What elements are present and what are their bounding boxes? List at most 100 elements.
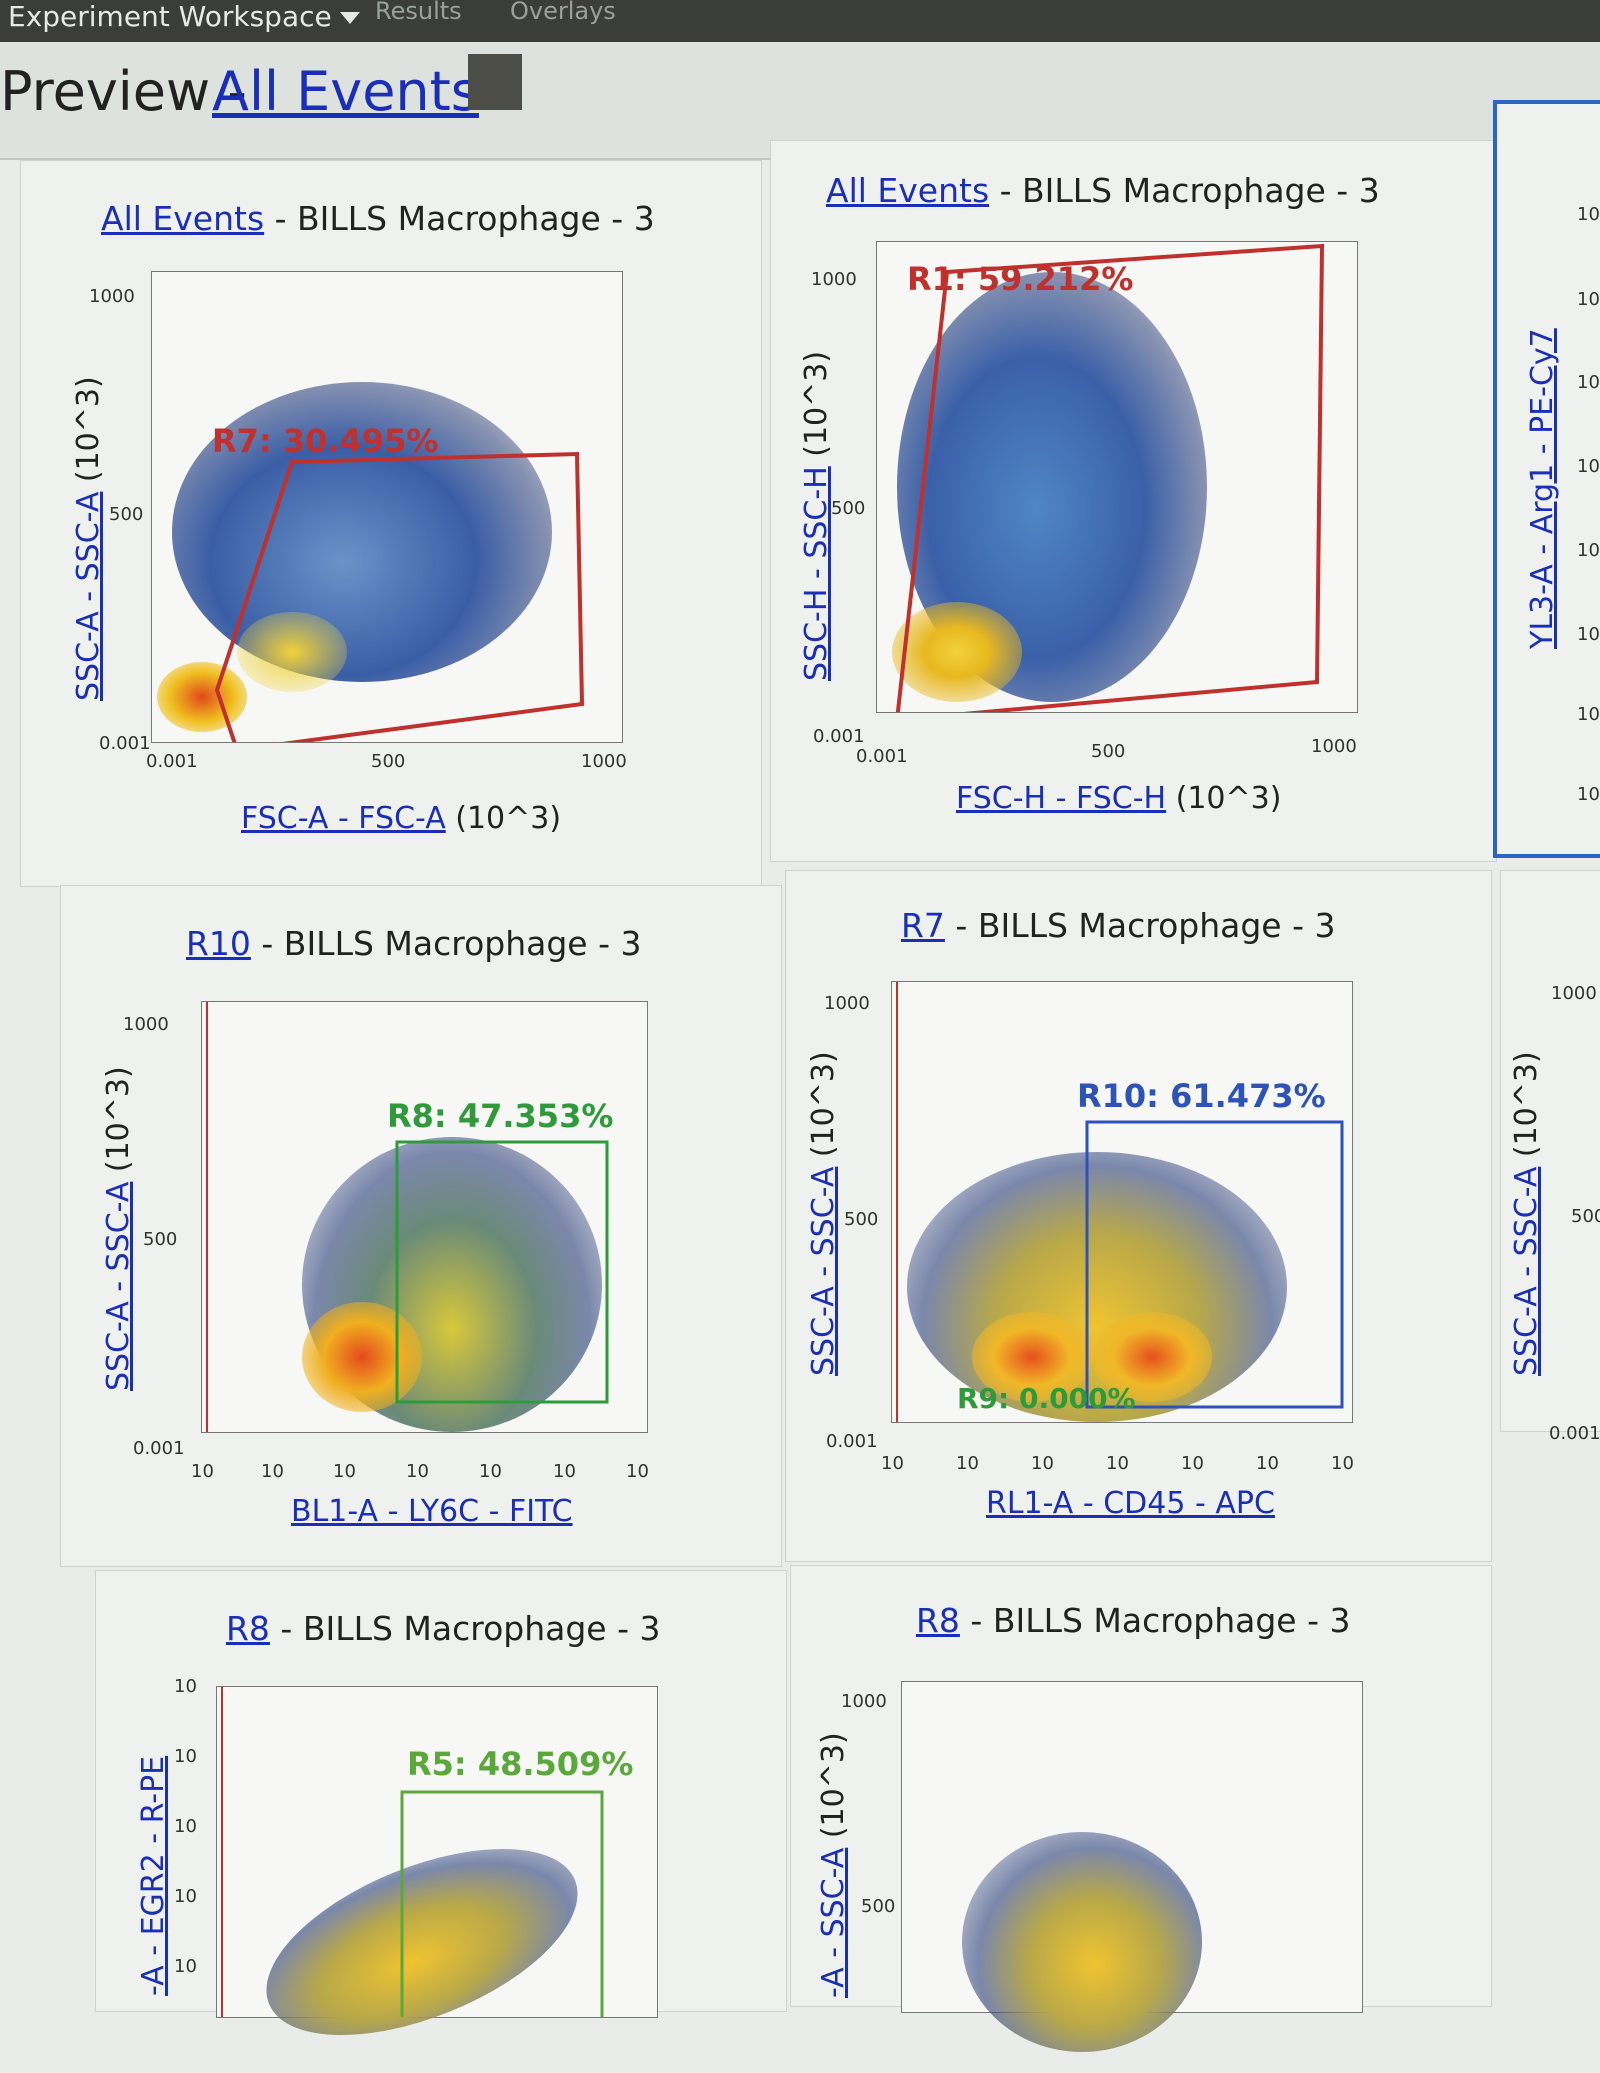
plot-title: R8 - BILLS Macrophage - 3 <box>226 1609 661 1648</box>
gate-rectangle[interactable] <box>202 1002 647 1432</box>
x-tick: 10 <box>1256 1453 1279 1474</box>
y-tick: 0.001 <box>133 1438 185 1459</box>
y-tick: 500 <box>831 498 866 519</box>
y-tick: 1000 <box>1551 983 1597 1004</box>
x-tick: 10 <box>333 1461 356 1482</box>
y-tick: 500 <box>109 504 144 525</box>
density-plot[interactable]: R10: 61.473% R9: 0.000% <box>891 981 1353 1423</box>
parent-gate-link[interactable]: R7 <box>901 906 945 945</box>
y-axis-label: SSC-A - SSC-A (10^3) <box>71 376 106 701</box>
tab-results[interactable]: Results <box>375 0 462 25</box>
density-plot[interactable] <box>901 1681 1363 2052</box>
y-tick: 500 <box>143 1229 178 1250</box>
parent-gate-link[interactable]: R8 <box>916 1601 960 1640</box>
x-tick: 10 <box>1031 1453 1054 1474</box>
y-axis-label: SSC-A - SSC-A (10^3) <box>1509 1051 1544 1376</box>
y-tick: 10 <box>1577 540 1600 561</box>
gate-label: R1: 59.212% <box>907 260 1134 298</box>
density-hotspot <box>972 1312 1092 1402</box>
x-axis-parameter-link[interactable]: FSC-H - FSC-H <box>956 781 1167 816</box>
x-tick: 500 <box>1091 741 1126 762</box>
y-tick: 1000 <box>123 1014 169 1035</box>
density-plot[interactable]: R5: 48.509% <box>216 1686 658 2073</box>
density-hotspot <box>302 1302 422 1412</box>
x-tick: 10 <box>553 1461 576 1482</box>
plot-panel-side-middle[interactable]: 1000 500 0.001 SSC-A - SSC-A (10^3) <box>1500 870 1600 1444</box>
plot-panel-4[interactable]: R7 - BILLS Macrophage - 3 R10: 61.473% R… <box>785 870 1492 1562</box>
y-axis-parameter-link[interactable]: -A - SSC-A <box>816 1847 851 1998</box>
parent-gate-link[interactable]: All Events <box>101 199 265 238</box>
y-axis-label: SSC-H - SSC-H (10^3) <box>799 350 834 681</box>
density-hotspot <box>157 662 247 732</box>
gate-polygon[interactable] <box>877 242 1357 712</box>
y-tick: 10 <box>1577 204 1600 225</box>
gate-label: R7: 30.495% <box>212 422 439 460</box>
y-axis-label: -A - SSC-A (10^3) <box>816 1732 851 1998</box>
workspace-bar: Experiment Workspace Results Overlays <box>0 0 1600 42</box>
y-axis-parameter-link[interactable]: SSC-H - SSC-H <box>799 466 834 681</box>
plot-panel-3[interactable]: R10 - BILLS Macrophage - 3 R8: 47.353% 1… <box>60 885 782 1567</box>
gate-label: R10: 61.473% <box>1077 1077 1326 1115</box>
y-tick: 10 <box>174 1746 197 1767</box>
y-axis-parameter-link[interactable]: SSC-A - SSC-A <box>71 491 106 701</box>
x-tick: 10 <box>191 1461 214 1482</box>
density-hotspot <box>892 602 1022 702</box>
y-axis-parameter-link[interactable]: SSC-A - SSC-A <box>101 1181 136 1391</box>
x-tick: 10 <box>479 1461 502 1482</box>
preview-all-events-link[interactable]: All Events <box>212 60 479 123</box>
y-tick: 500 <box>844 1209 879 1230</box>
x-tick: 500 <box>371 751 406 772</box>
plot-panel-side-top[interactable]: YL3-A - Arg1 - PE-Cy7 10 10 10 10 10 10 … <box>1493 100 1600 858</box>
y-tick: 0.001 <box>826 1431 878 1452</box>
density-plot[interactable]: R8: 47.353% <box>201 1001 648 1433</box>
x-axis-parameter-link[interactable]: RL1-A - CD45 - APC <box>986 1486 1275 1521</box>
gate-polygon[interactable] <box>152 272 622 742</box>
x-tick: 10 <box>956 1453 979 1474</box>
x-tick: 10 <box>1331 1453 1354 1474</box>
parent-gate-link[interactable]: R8 <box>226 1609 270 1648</box>
y-tick: 10 <box>1577 624 1600 645</box>
chevron-down-icon <box>339 12 360 24</box>
density-hotspot <box>237 612 347 692</box>
y-tick: 500 <box>861 1896 896 1917</box>
y-tick: 10 <box>1577 704 1600 725</box>
x-axis-label: FSC-H - FSC-H (10^3) <box>956 781 1282 816</box>
y-axis-label: SSC-A - SSC-A (10^3) <box>806 1051 841 1376</box>
y-tick: 10 <box>174 1886 197 1907</box>
workspace-title: Experiment Workspace <box>8 0 332 33</box>
x-tick: 10 <box>626 1461 649 1482</box>
gate-label: R8: 47.353% <box>387 1097 614 1135</box>
y-tick: 10 <box>1577 289 1600 310</box>
y-axis-parameter-link[interactable]: SSC-A - SSC-A <box>1509 1166 1544 1376</box>
x-axis-label: FSC-A - FSC-A (10^3) <box>241 801 562 836</box>
plot-title: R8 - BILLS Macrophage - 3 <box>916 1601 1351 1640</box>
y-axis-parameter-link[interactable]: YL3-A - Arg1 - PE-Cy7 <box>1525 328 1560 649</box>
plot-panel-2[interactable]: All Events - BILLS Macrophage - 3 R1: 59… <box>770 140 1497 862</box>
x-axis-label: RL1-A - CD45 - APC <box>986 1486 1275 1521</box>
x-axis-parameter-link[interactable]: FSC-A - FSC-A <box>241 801 446 836</box>
gate-label: R5: 48.509% <box>407 1745 634 1783</box>
x-axis-parameter-link[interactable]: BL1-A - LY6C - FITC <box>291 1494 573 1529</box>
density-plot[interactable]: R7: 30.495% <box>151 271 623 743</box>
tab-overlays[interactable]: Overlays <box>510 0 616 25</box>
density-hotspot <box>1092 1312 1212 1402</box>
y-tick: 0.001 <box>1549 1423 1600 1444</box>
parent-gate-link[interactable]: R10 <box>186 924 251 963</box>
workspace-dropdown[interactable]: Experiment Workspace <box>0 0 368 34</box>
x-tick: 1000 <box>1311 736 1357 757</box>
parent-gate-link[interactable]: All Events <box>826 171 990 210</box>
preview-color-swatch[interactable] <box>468 54 522 110</box>
gate-rectangle[interactable] <box>892 982 1352 1422</box>
x-tick: 10 <box>1106 1453 1129 1474</box>
x-tick: 0.001 <box>146 751 198 772</box>
plot-panel-1[interactable]: All Events - BILLS Macrophage - 3 R7: 30… <box>20 160 762 887</box>
y-tick: 10 <box>174 1956 197 1977</box>
y-axis-parameter-link[interactable]: -A - EGR2 - R-PE <box>136 1755 171 1996</box>
gate-rectangle[interactable] <box>217 1687 657 2017</box>
density-plot[interactable]: R1: 59.212% <box>876 241 1358 713</box>
y-tick: 1000 <box>824 993 870 1014</box>
plot-panel-5[interactable]: R8 - BILLS Macrophage - 3 R5: 48.509% 10… <box>95 1570 787 2073</box>
plot-panel-6[interactable]: R8 - BILLS Macrophage - 3 1000 500 -A - … <box>790 1565 1492 2052</box>
y-axis-parameter-link[interactable]: SSC-A - SSC-A <box>806 1166 841 1376</box>
gate-label: R9: 0.000% <box>957 1382 1136 1415</box>
